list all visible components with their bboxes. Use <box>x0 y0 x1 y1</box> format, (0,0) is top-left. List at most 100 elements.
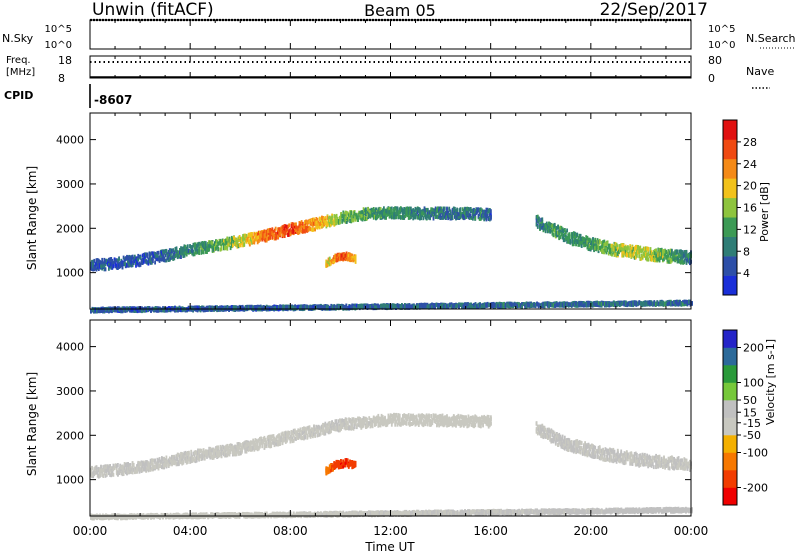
echo-cell <box>226 247 228 251</box>
echo-cell <box>479 303 481 307</box>
nave-tick-top: 80 <box>708 54 722 67</box>
echo-cell <box>538 217 540 221</box>
echo-cell <box>360 304 362 308</box>
echo-cell <box>450 210 452 214</box>
echo-cell <box>419 305 421 309</box>
echo-cell <box>433 217 435 221</box>
power-y-label: Slant Range [km] <box>25 166 39 270</box>
echo-cell <box>288 223 290 227</box>
echo-cell <box>355 254 357 258</box>
colorbar-tick-label: 24 <box>743 158 757 171</box>
freq-tick-bottom: 8 <box>58 72 65 85</box>
cpid-label: CPID <box>4 89 33 102</box>
freq-label: Freq. <box>6 55 31 66</box>
echo-cell <box>353 218 355 222</box>
echo-cell <box>100 465 102 469</box>
station-title: Unwin (fitACF) <box>92 0 214 20</box>
echo-cell <box>221 247 223 251</box>
echo-cell <box>146 253 148 257</box>
colorbar-swatch <box>723 198 737 218</box>
echo-cell <box>205 241 207 245</box>
nsearch-label: N.Search <box>746 32 796 45</box>
echo-cell <box>275 227 277 231</box>
echo-cell <box>661 301 663 305</box>
power-colorbar-label: Power [dB] <box>758 182 771 242</box>
y-tick-label: 4000 <box>56 134 84 147</box>
colorbar-swatch <box>723 178 737 198</box>
colorbar-swatch <box>723 159 737 179</box>
echo-cell <box>570 241 572 245</box>
echo-cell <box>187 244 189 248</box>
colorbar-swatch <box>723 139 737 159</box>
nsearch-tick-bottom: 10^0 <box>708 40 735 51</box>
echo-cell <box>91 466 93 470</box>
colorbar-tick-label: 28 <box>743 136 757 149</box>
echo-cell <box>154 261 156 265</box>
echo-cell <box>113 473 115 477</box>
echo-cell <box>113 264 115 268</box>
colorbar-tick-label: 8 <box>743 245 750 258</box>
echo-cell <box>601 302 603 306</box>
colorbar-swatch <box>723 237 737 257</box>
y-tick-label: 1000 <box>56 267 84 280</box>
colorbar-tick-label: 4 <box>743 267 750 280</box>
echo-cell <box>198 250 200 254</box>
colorbar-tick-label: 20 <box>743 180 757 193</box>
date-title: 22/Sep/2017 <box>600 0 708 20</box>
nsky-tick-top: 10^5 <box>45 24 72 35</box>
echo-cell <box>490 209 492 213</box>
echo-cell <box>339 220 341 224</box>
nsearch-tick-top: 10^5 <box>708 24 735 35</box>
nsky-label: N.Sky <box>2 32 34 45</box>
echo-cell <box>152 259 154 263</box>
colorbar-swatch <box>723 217 737 237</box>
echo-cell <box>105 267 107 271</box>
echo-cell <box>474 216 476 220</box>
echo-cell <box>541 217 543 221</box>
power-heatmap <box>90 206 693 313</box>
nave-label: Nave <box>746 65 774 78</box>
echo-cell <box>217 246 219 250</box>
echo-cell <box>663 257 665 261</box>
nsky-tick-bottom: 10^0 <box>45 40 72 51</box>
echo-cell <box>460 207 462 211</box>
echo-cell <box>444 207 446 211</box>
beam-title: Beam 05 <box>364 1 436 20</box>
echo-cell <box>490 215 492 219</box>
echo-cell <box>627 246 629 250</box>
velocity-heatmap <box>90 413 693 521</box>
echo-cell <box>203 250 205 254</box>
echo-cell <box>357 218 359 222</box>
freq-unit: [MHz] <box>6 67 35 78</box>
colorbar-swatch <box>723 120 737 140</box>
echo-cell <box>647 247 649 251</box>
echo-cell <box>243 243 245 247</box>
echo-cell <box>566 229 568 233</box>
echo-cell <box>647 258 649 262</box>
cpid-value: -8607 <box>94 93 132 107</box>
echo-cell <box>118 257 120 261</box>
colorbar-swatch <box>723 256 737 276</box>
nave-tick-bottom: 0 <box>708 72 715 85</box>
y-tick-label: 3000 <box>56 178 84 191</box>
echo-cell <box>537 225 539 229</box>
colorbar-tick-label: 16 <box>743 202 757 215</box>
colorbar-swatch <box>723 276 737 296</box>
noise-strip: N.Sky 10^5 10^0 10^5 10^0 N.Search <box>2 20 796 51</box>
echo-cell <box>553 233 555 237</box>
echo-cell <box>456 208 458 212</box>
echo-cell <box>208 248 210 252</box>
echo-cell <box>331 216 333 220</box>
echo-cell <box>119 308 121 312</box>
y-tick-label: 2000 <box>56 222 84 235</box>
echo-cell <box>180 255 182 259</box>
echo-cell <box>568 232 570 236</box>
echo-cell <box>599 240 601 244</box>
echo-cell <box>158 251 160 255</box>
echo-cell <box>99 473 101 477</box>
